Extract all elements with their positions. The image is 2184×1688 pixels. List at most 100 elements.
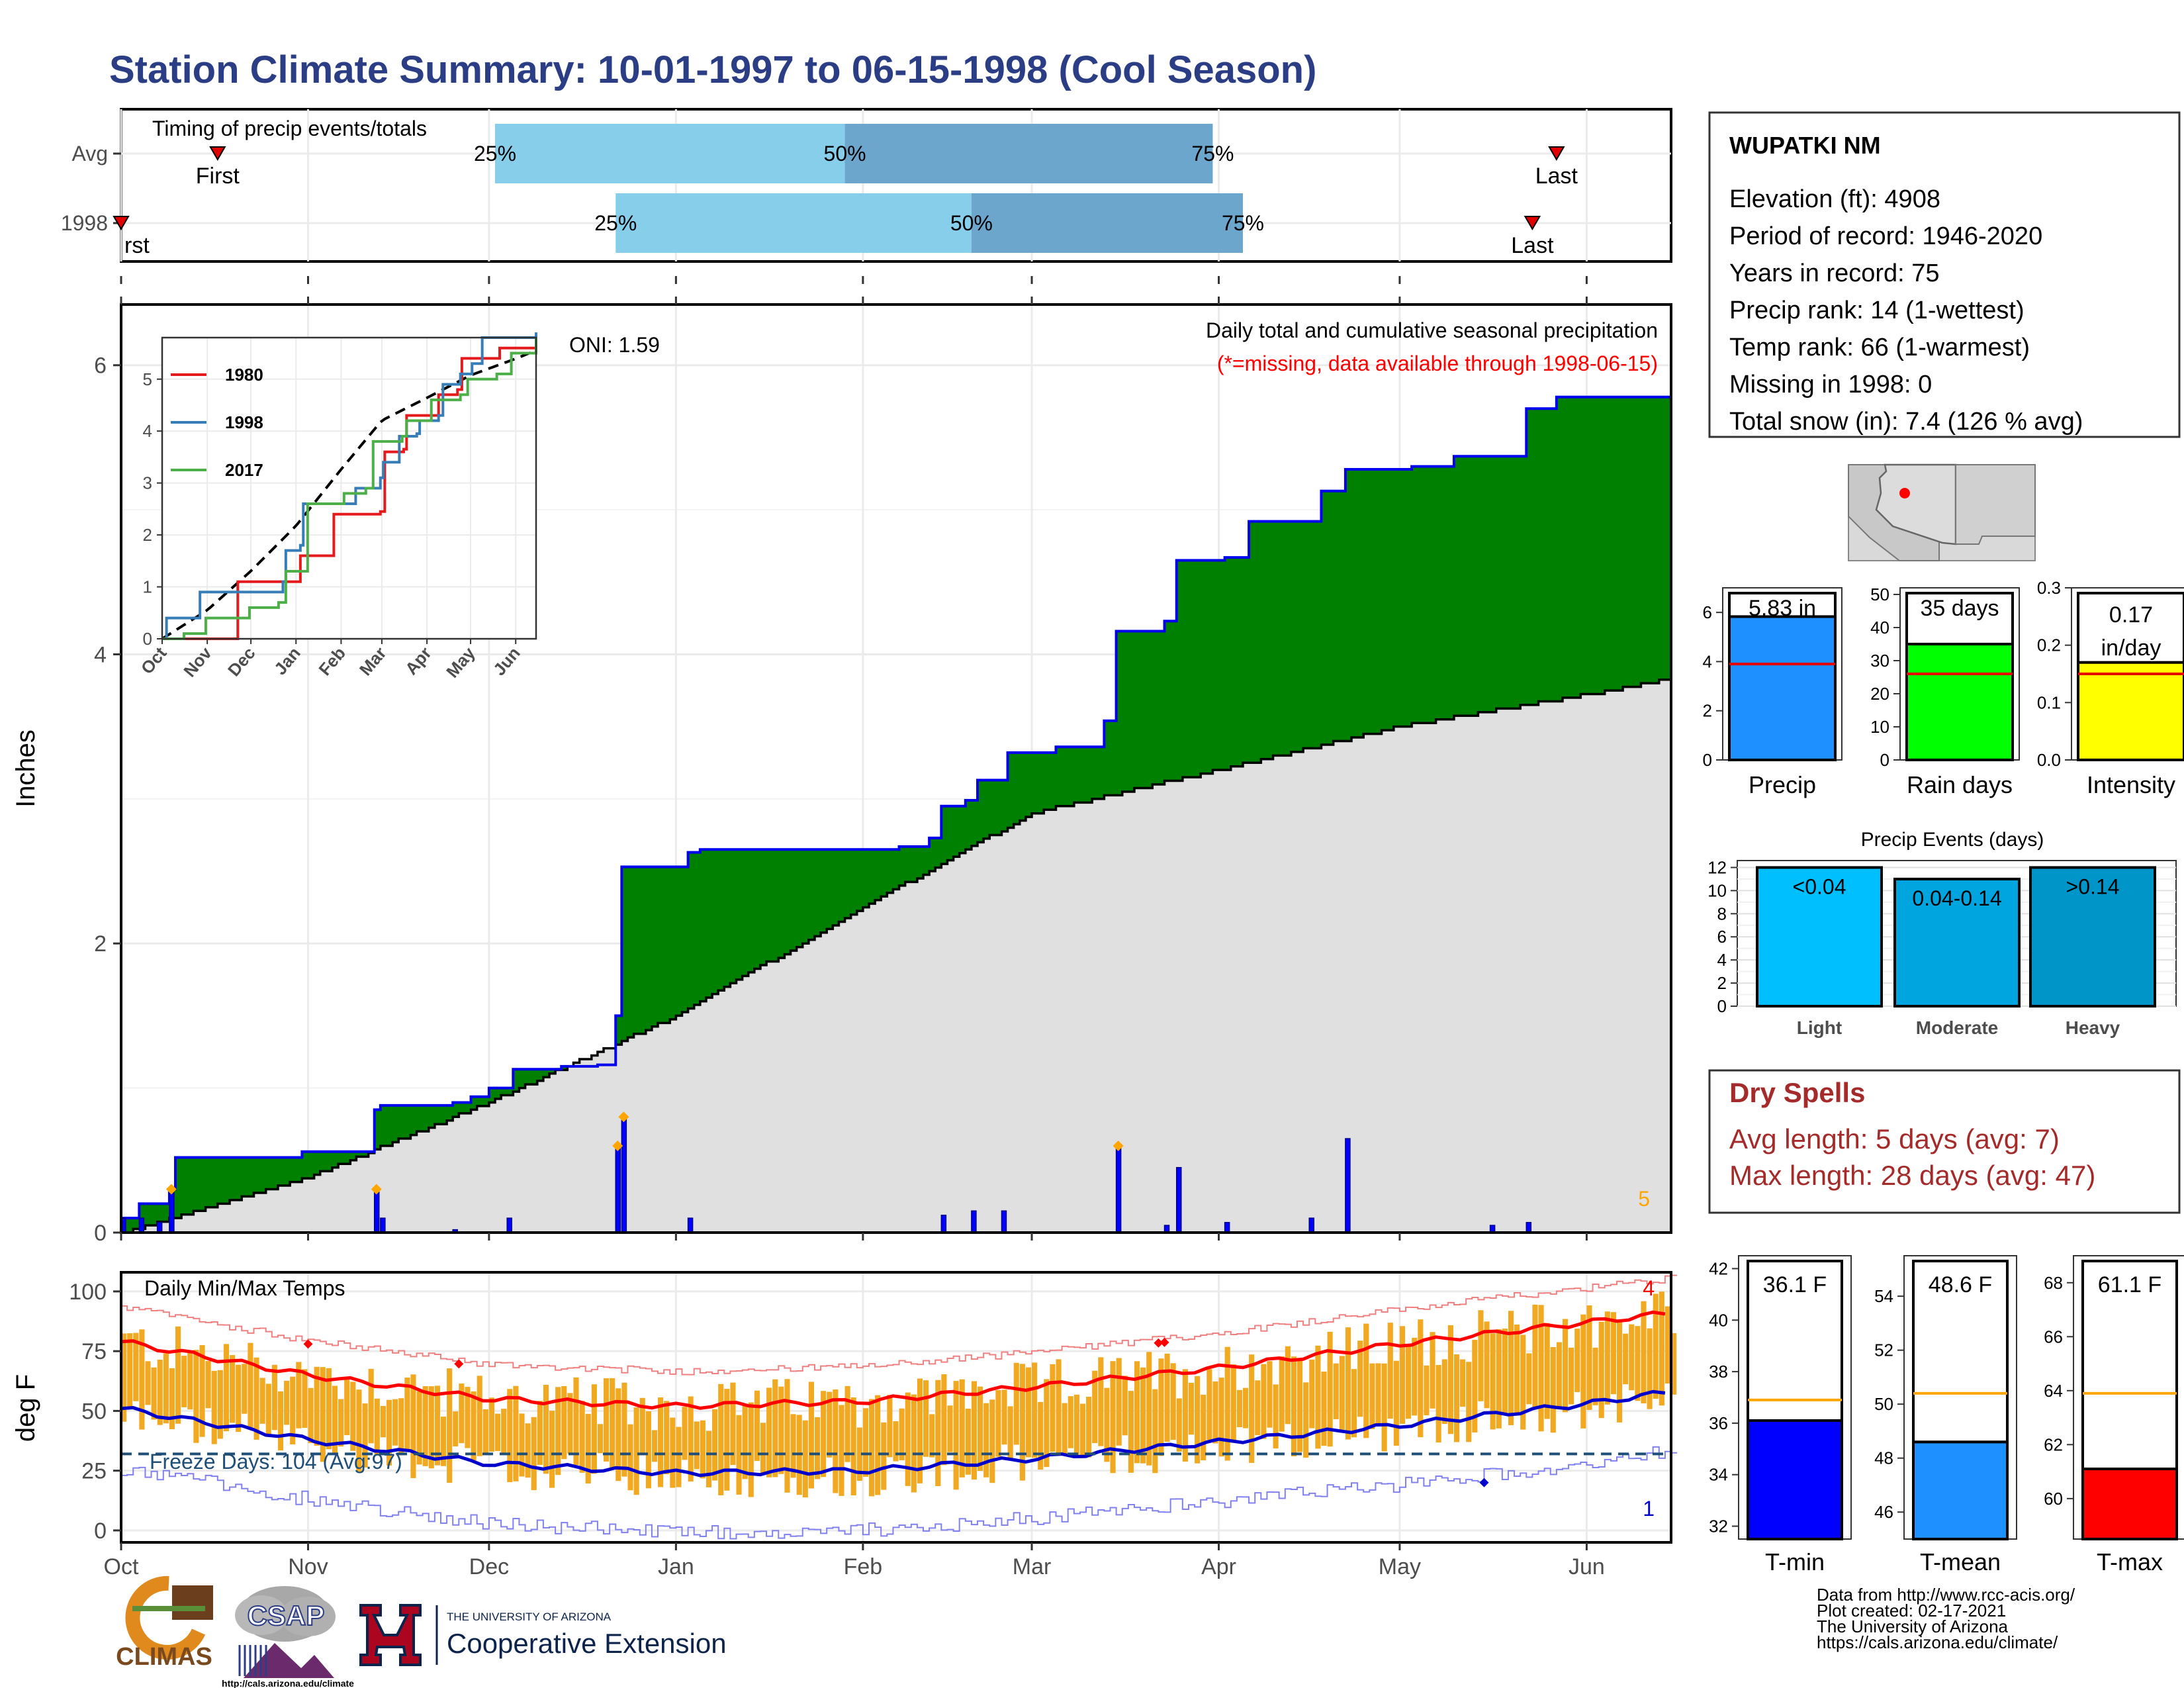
above-average-fill [1441, 466, 1449, 720]
above-average-fill [1321, 491, 1328, 745]
above-average-fill [205, 1157, 212, 1207]
daily-temp-bar [1152, 1389, 1158, 1474]
record-max-count: 4 [1643, 1276, 1655, 1300]
daily-temp-bar [766, 1387, 772, 1477]
daily-temp-bar [1249, 1354, 1255, 1463]
daily-temp-bar [850, 1397, 856, 1495]
timing-row-label: 1998 [61, 211, 108, 235]
temp-summary-tick: 50 [1874, 1394, 1893, 1414]
above-average-fill [1502, 456, 1509, 709]
daily-temp-bar [1013, 1362, 1019, 1445]
daily-temp-bar [604, 1378, 610, 1462]
daily-temp-bar [277, 1391, 284, 1451]
above-average-fill [1158, 631, 1165, 785]
x-tick-label: Dec [469, 1554, 509, 1579]
daily-temp-bar [1261, 1364, 1267, 1439]
above-average-fill [1351, 469, 1358, 738]
daily-temp-bar [760, 1423, 766, 1476]
temp-summary-tick: 38 [1709, 1362, 1728, 1382]
above-average-fill [827, 849, 833, 929]
daily-temp-bar [1212, 1381, 1218, 1444]
daily-temp-bar [1291, 1356, 1297, 1457]
station-info-line: Temp rank: 66 (1-warmest) [1729, 334, 2030, 361]
above-average-fill [682, 867, 689, 1012]
daily-temp-bar [978, 1386, 983, 1472]
first-label: rst [124, 233, 150, 258]
above-average-fill [1073, 747, 1081, 803]
above-average-fill [374, 1109, 381, 1150]
events-tick: 8 [1717, 904, 1727, 923]
above-average-fill [1086, 747, 1093, 803]
x-tick-label: Mar [1013, 1554, 1052, 1579]
summary-value-line1: 0.17 [2109, 602, 2153, 628]
daily-temp-bar [1514, 1324, 1520, 1413]
csap-logo: CSAP http://cals.arizona.edu/climate [222, 1586, 354, 1688]
above-average-fill [1532, 408, 1539, 705]
above-average-fill [670, 867, 676, 1019]
above-average-fill [947, 806, 954, 861]
temp-y-tick: 0 [94, 1519, 107, 1544]
above-average-fill [705, 849, 713, 998]
daily-temp-bar [139, 1329, 145, 1430]
daily-temp-bar [1062, 1403, 1068, 1454]
daily-temp-bar [1569, 1347, 1574, 1405]
daily-temp-bar [374, 1398, 380, 1455]
temp-summary-tick: 32 [1709, 1517, 1728, 1536]
above-average-fill [1635, 397, 1642, 687]
daily-temp-bar [253, 1357, 259, 1440]
above-average-fill [712, 849, 719, 994]
above-average-fill [760, 849, 767, 965]
above-average-fill [471, 1096, 478, 1110]
daily-temp-bar [1641, 1301, 1647, 1404]
daily-temp-bar [567, 1393, 573, 1454]
y-tick-label: 0 [94, 1221, 107, 1246]
temp-summary-tick: 46 [1874, 1502, 1893, 1522]
temp-frame [120, 1271, 1672, 1544]
daily-temp-bar [1586, 1305, 1592, 1410]
above-average-fill [410, 1105, 418, 1135]
daily-temp-bar [477, 1376, 482, 1456]
daily-temp-bar [676, 1427, 682, 1487]
daily-temp-bar [754, 1390, 760, 1461]
above-average-fill [850, 849, 858, 915]
daily-temp-bar [995, 1389, 1001, 1457]
daily-temp-bar [1285, 1346, 1291, 1425]
pct-label-75: 75% [1191, 142, 1234, 165]
above-average-fill [1176, 560, 1183, 781]
above-average-fill [1569, 397, 1575, 698]
daily-temp-bar [935, 1380, 941, 1487]
above-average-fill [265, 1157, 273, 1190]
daily-temp-bar [314, 1366, 320, 1446]
right-panels: WUPATKI NM Elevation (ft): 4908 Period of … [1703, 111, 2184, 1652]
dry-spells-box [1708, 1069, 2181, 1214]
above-average-fill [1068, 747, 1075, 806]
above-average-fill [488, 1088, 496, 1103]
daily-precip-bar [687, 1217, 694, 1233]
above-average-fill [1285, 521, 1292, 756]
above-average-fill [651, 867, 659, 1027]
above-average-fill [1195, 560, 1201, 778]
daily-temp-bar [639, 1397, 645, 1456]
footer-line: Plot created: 02-17-2021 [1817, 1601, 2006, 1620]
above-average-fill [742, 849, 749, 976]
above-average-fill [1556, 397, 1563, 702]
station-info-line: Years in record: 75 [1729, 259, 1940, 287]
daily-temp-bar [223, 1344, 230, 1432]
above-average-fill [1357, 469, 1364, 738]
above-average-fill [1242, 557, 1250, 763]
above-average-fill [1616, 397, 1623, 691]
daily-temp-bar [465, 1387, 471, 1448]
daily-temp-bar [440, 1417, 447, 1466]
above-average-fill [248, 1157, 255, 1197]
daily-temp-bar [525, 1423, 531, 1478]
daily-temp-bar [573, 1377, 579, 1466]
daily-precip-bar [615, 1145, 621, 1233]
daily-temp-bar [1412, 1337, 1418, 1416]
daily-temp-bar [1110, 1361, 1116, 1474]
daily-temp-bar [585, 1413, 591, 1484]
above-average-fill [1297, 521, 1304, 752]
inset-y-tick: 4 [143, 421, 152, 441]
dry-spells-max: Max length: 28 days (avg: 47) [1729, 1160, 2095, 1191]
summary-value-label: 5.83 in [1749, 596, 1816, 621]
pct-label-75: 75% [1222, 211, 1264, 235]
